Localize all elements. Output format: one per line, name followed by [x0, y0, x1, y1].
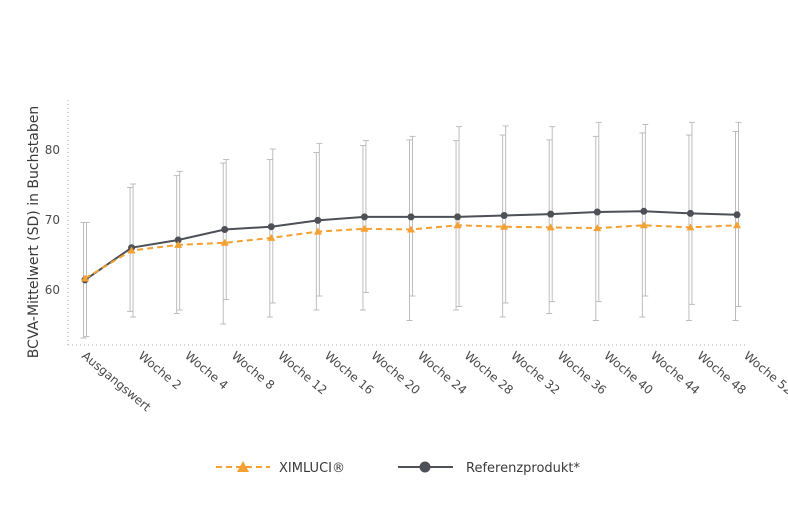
x-tick-label: Woche 16: [322, 349, 376, 398]
x-tick-label: Woche 40: [601, 349, 655, 398]
referenzprodukt-data-point: [686, 209, 694, 217]
referenzprodukt-data-point: [733, 211, 741, 219]
referenzprodukt-data-point: [407, 213, 415, 221]
x-tick-label: Woche 28: [462, 349, 516, 398]
legend-referenzprodukt-label: Referenzprodukt*: [466, 461, 581, 476]
legend-item-referenzprodukt: Referenzprodukt*: [398, 461, 581, 476]
ximluci-data-point: [174, 240, 183, 248]
y-axis-title: BCVA-Mittelwert (SD) in Buchstaben: [26, 106, 42, 358]
ximluci-data-point: [127, 246, 136, 254]
x-tick-label: Woche 52: [741, 349, 788, 398]
referenzprodukt-data-point: [500, 212, 508, 219]
referenzprodukt-data-point: [640, 207, 648, 215]
ximluci-data-point: [360, 224, 369, 232]
ximluci-data-point: [313, 227, 322, 235]
referenzprodukt-data-point: [593, 208, 601, 216]
x-tick-label: Woche 44: [648, 349, 702, 398]
referenzprodukt-data-point: [314, 216, 322, 224]
referenzprodukt-data-point: [221, 226, 229, 233]
x-tick-label: Woche 4: [182, 349, 230, 393]
ximluci-data-point: [407, 225, 415, 233]
referenzprodukt-data-point: [360, 213, 368, 221]
ximluci-data-point: [267, 233, 276, 241]
x-tick-label: Woche 2: [136, 349, 184, 393]
x-tick-label: Woche 48: [695, 349, 749, 398]
ximluci-data-point: [220, 238, 229, 246]
legend-referenzprodukt-circle-marker: [419, 461, 431, 473]
x-tick-label: Woche 20: [369, 349, 423, 398]
ximluci-data-point: [593, 224, 602, 232]
legend-ximluci-label: XIMLUCI®: [279, 461, 345, 476]
x-tick-label: Woche 32: [508, 349, 562, 398]
ximluci-data-point: [733, 221, 741, 229]
referenzprodukt-data-point: [547, 210, 555, 218]
y-axis-dotted-line-group: [67, 100, 745, 346]
ximluci-data-point: [500, 222, 509, 230]
x-tick-label: Woche 8: [229, 349, 277, 393]
ximluci-data-point: [546, 223, 555, 231]
x-tick-label: Woche 24: [415, 349, 469, 398]
referenzprodukt-data-point: [267, 223, 275, 231]
referenzprodukt-data-point: [174, 236, 182, 244]
y-tick-label: 60: [45, 283, 60, 297]
x-tick-label: Woche 12: [275, 349, 329, 398]
series-ximluci-line: [84, 224, 738, 280]
series-group: [81, 207, 741, 284]
ximluci-data-point: [81, 274, 89, 282]
x-tick-label: Woche 36: [555, 349, 609, 398]
ximluci-data-point: [453, 221, 462, 229]
legend-ximluci-triangle-marker: [237, 461, 249, 472]
ximluci-data-point: [686, 223, 695, 231]
y-tick-label: 70: [45, 213, 60, 227]
referenzprodukt-data-point: [454, 213, 462, 221]
y-tick-label: 80: [45, 143, 60, 157]
legend: XIMLUCI® Referenzprodukt*: [216, 461, 581, 476]
legend-item-ximluci: XIMLUCI®: [216, 461, 345, 476]
ximluci-data-point: [639, 221, 648, 229]
